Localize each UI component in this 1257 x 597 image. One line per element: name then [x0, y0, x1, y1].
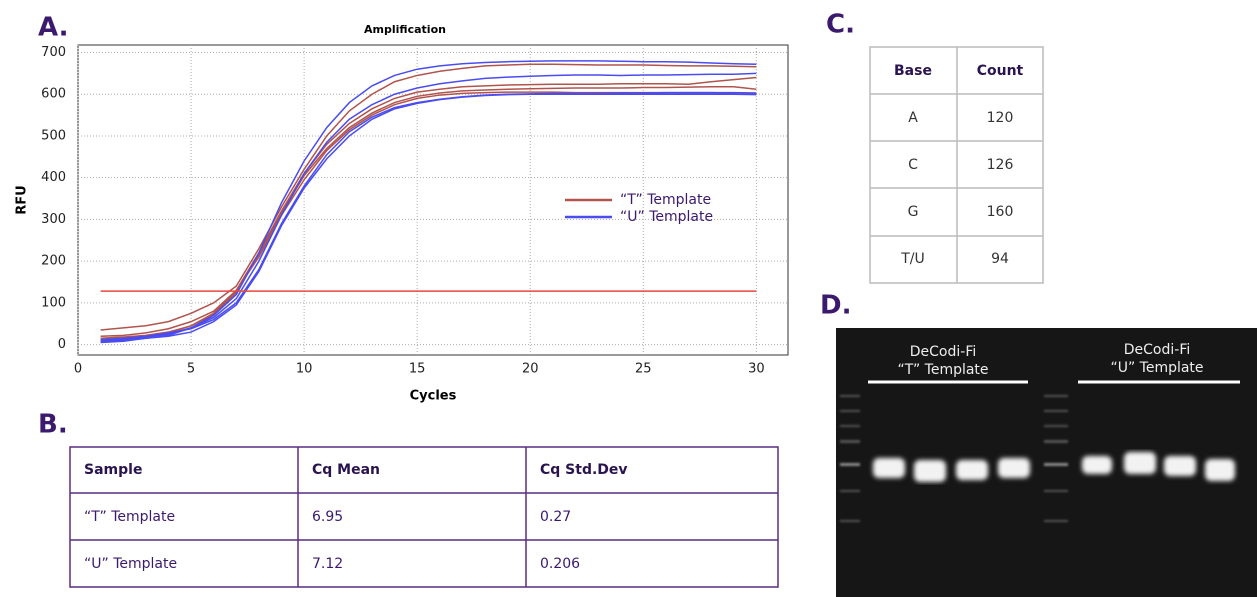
cell: 7.12 [312, 556, 343, 572]
y-tick-label: 100 [41, 295, 66, 310]
cell: 94 [991, 251, 1009, 267]
header-cell: Count [977, 63, 1024, 79]
cell: G [908, 204, 919, 220]
chart-title: Amplification [364, 23, 446, 36]
x-tick-label: 0 [74, 362, 82, 377]
gel-label: “U” Template [1110, 360, 1203, 376]
x-tick-label: 25 [635, 362, 652, 377]
cell: 160 [987, 204, 1014, 220]
header-cell: Base [894, 63, 932, 79]
gel-label: DeCodi-Fi [1124, 342, 1191, 358]
cell: C [908, 157, 918, 173]
header-cell: Cq Mean [312, 462, 380, 478]
legend-label: “T” Template [620, 192, 711, 208]
y-tick-label: 700 [41, 45, 66, 60]
x-tick-label: 30 [748, 362, 765, 377]
panel-label: C. [826, 10, 855, 40]
figure: A. B. C. D. Amplification Cycles RFU 0 5 1… [0, 0, 1257, 597]
gel-image: DeCodi-Fi “T” Template DeCodi-Fi “U” Tem… [836, 328, 1257, 597]
x-tick-label: 10 [296, 362, 313, 377]
cell: 6.95 [312, 509, 343, 525]
cell: T/U [900, 251, 925, 267]
x-tick-label: 15 [409, 362, 426, 377]
y-tick-label: 500 [41, 128, 66, 143]
header-cell: Sample [84, 462, 142, 478]
x-tick-label: 5 [187, 362, 195, 377]
table: Sample Cq Mean Cq Std.Dev “T” Template 6.95 0… [70, 447, 778, 587]
cell: A [908, 110, 918, 126]
header-cell: Cq Std.Dev [540, 462, 628, 478]
x-axis-label: Cycles [410, 389, 457, 404]
panel-label: B. [38, 410, 68, 440]
legend-label: “U” Template [620, 209, 713, 225]
y-axis-label: RFU [15, 185, 30, 214]
panel-label: D. [820, 291, 851, 321]
x-tick-label: 20 [522, 362, 539, 377]
gel-label: “T” Template [897, 362, 988, 378]
cell: “U” Template [84, 556, 177, 572]
cell: 126 [987, 157, 1014, 173]
cell: 0.27 [540, 509, 571, 525]
y-tick-label: 200 [41, 254, 66, 269]
cell: 120 [987, 110, 1014, 126]
cell: 0.206 [540, 556, 580, 572]
cell: “T” Template [84, 509, 175, 525]
table: Base Count A 120 C 126 G 160 T/U 94 [870, 47, 1043, 283]
y-tick-label: 0 [58, 337, 66, 352]
gel-label: DeCodi-Fi [910, 344, 977, 360]
y-tick-label: 300 [41, 212, 66, 227]
panel-label: A. [38, 13, 68, 43]
y-tick-label: 600 [41, 87, 66, 102]
y-tick-label: 400 [41, 170, 66, 185]
